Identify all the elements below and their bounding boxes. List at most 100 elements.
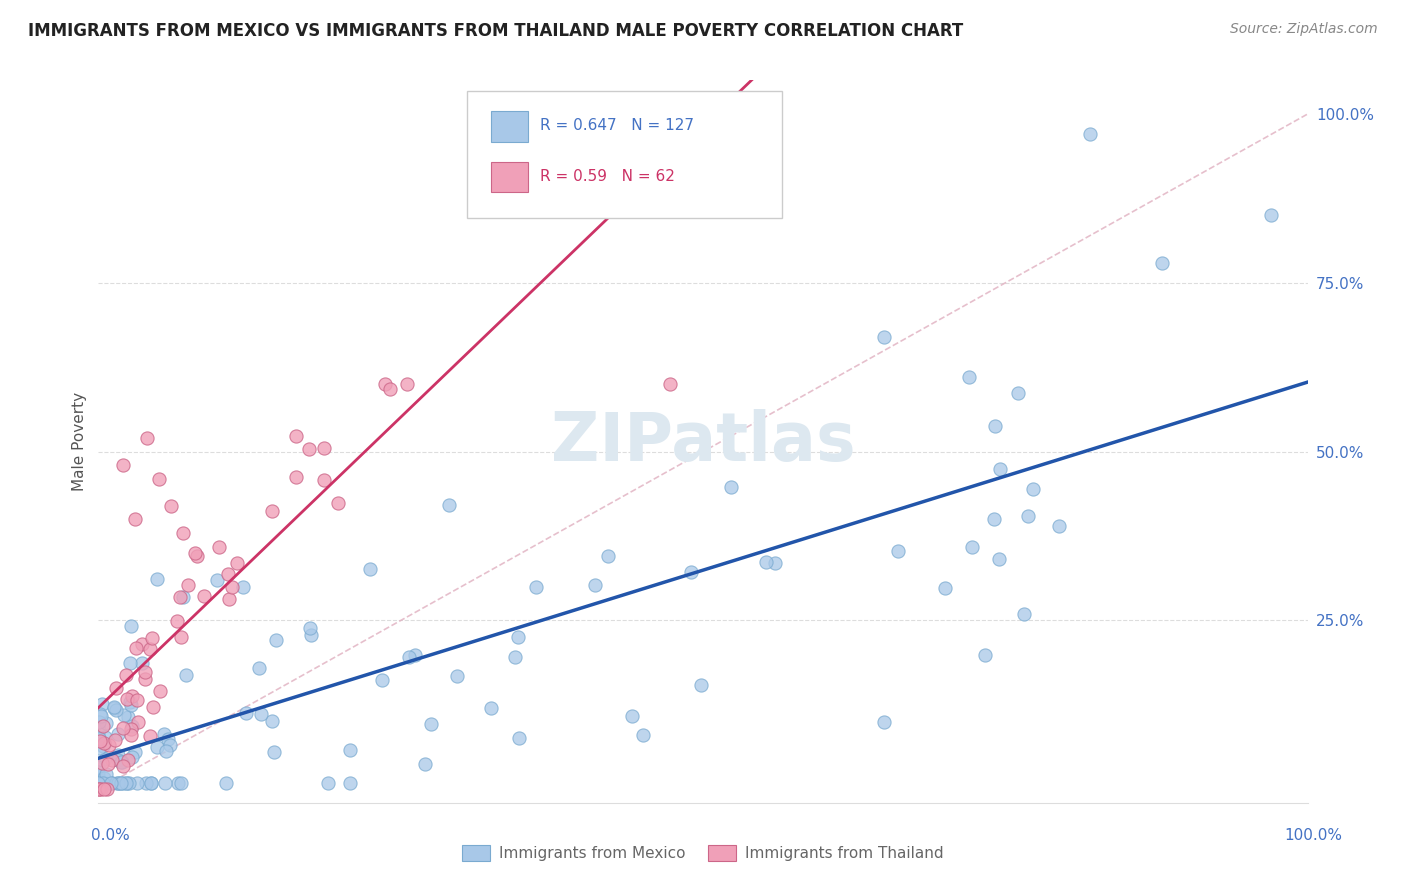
Point (135, 775, 157, 789)
Point (87, 775, 110, 789)
Point (983, 511, 1005, 525)
Point (87, 732, 110, 747)
Point (873, 714, 896, 729)
Point (115, 668, 138, 682)
Point (121, 689, 143, 703)
Point (87, 775, 110, 789)
Point (690, 678, 713, 692)
Legend: Immigrants from Mexico, Immigrants from Thailand: Immigrants from Mexico, Immigrants from … (456, 839, 950, 867)
Text: IMMIGRANTS FROM MEXICO VS IMMIGRANTS FROM THAILAND MALE POVERTY CORRELATION CHAR: IMMIGRANTS FROM MEXICO VS IMMIGRANTS FRO… (28, 22, 963, 40)
Point (91, 719, 114, 733)
Point (218, 592, 240, 607)
Point (312, 441, 335, 455)
Point (153, 775, 176, 789)
Point (235, 706, 257, 720)
Point (124, 512, 146, 526)
Point (111, 458, 134, 472)
Point (127, 693, 149, 707)
Point (506, 630, 529, 644)
Bar (492, 112, 527, 142)
Point (93, 771, 115, 785)
Point (988, 552, 1011, 566)
Point (339, 743, 361, 757)
Point (91, 739, 114, 754)
Point (934, 581, 956, 595)
Point (215, 775, 238, 789)
Point (960, 540, 983, 554)
Point (87, 723, 110, 737)
Point (93, 736, 115, 750)
Point (247, 661, 270, 675)
Point (1047, 519, 1070, 533)
Point (93, 775, 115, 789)
Point (90, 775, 112, 789)
Point (148, 472, 170, 486)
Point (111, 759, 134, 773)
Point (87, 782, 110, 797)
Point (172, 591, 194, 605)
Point (583, 578, 606, 592)
Point (378, 382, 401, 396)
Point (1017, 508, 1039, 523)
Point (170, 631, 193, 645)
Point (152, 727, 174, 741)
Point (94, 766, 117, 780)
Point (371, 673, 394, 687)
Point (101, 753, 124, 767)
Point (87, 714, 110, 729)
Point (87, 775, 110, 789)
Point (118, 775, 141, 789)
Point (374, 377, 396, 392)
Point (107, 747, 129, 762)
Point (1007, 385, 1029, 400)
Point (596, 549, 619, 563)
Text: 0.0%: 0.0% (91, 828, 131, 843)
Text: Source: ZipAtlas.com: Source: ZipAtlas.com (1230, 22, 1378, 37)
Point (873, 330, 896, 344)
Point (103, 700, 125, 714)
Point (957, 370, 980, 384)
Point (312, 474, 335, 488)
Point (172, 525, 194, 540)
Point (174, 667, 197, 681)
Point (115, 692, 138, 706)
Point (117, 753, 139, 767)
Point (284, 429, 307, 443)
Point (103, 699, 125, 714)
Point (120, 698, 142, 713)
Point (157, 732, 180, 747)
Point (205, 573, 228, 587)
Point (139, 775, 162, 789)
Point (138, 729, 160, 743)
Point (87, 775, 110, 789)
Point (87, 760, 110, 774)
Point (983, 419, 1005, 434)
Point (97, 738, 120, 752)
Point (87, 782, 110, 797)
Point (112, 775, 135, 789)
Point (249, 706, 271, 721)
Point (139, 775, 162, 789)
Point (186, 549, 208, 563)
Point (104, 732, 127, 747)
Point (217, 566, 239, 581)
Point (508, 731, 530, 746)
Point (1012, 607, 1035, 622)
Point (763, 557, 786, 571)
Point (96, 782, 118, 797)
Point (97, 756, 120, 771)
Point (299, 627, 322, 641)
Point (262, 504, 284, 518)
Point (139, 641, 162, 656)
Point (170, 775, 193, 789)
Point (184, 546, 207, 560)
Point (118, 695, 141, 709)
Point (87, 775, 110, 789)
Point (166, 615, 188, 629)
Point (720, 480, 742, 494)
Point (108, 775, 131, 789)
Point (159, 739, 181, 753)
Point (134, 672, 156, 686)
Text: ZIPatlas: ZIPatlas (551, 409, 855, 475)
Point (299, 621, 322, 635)
